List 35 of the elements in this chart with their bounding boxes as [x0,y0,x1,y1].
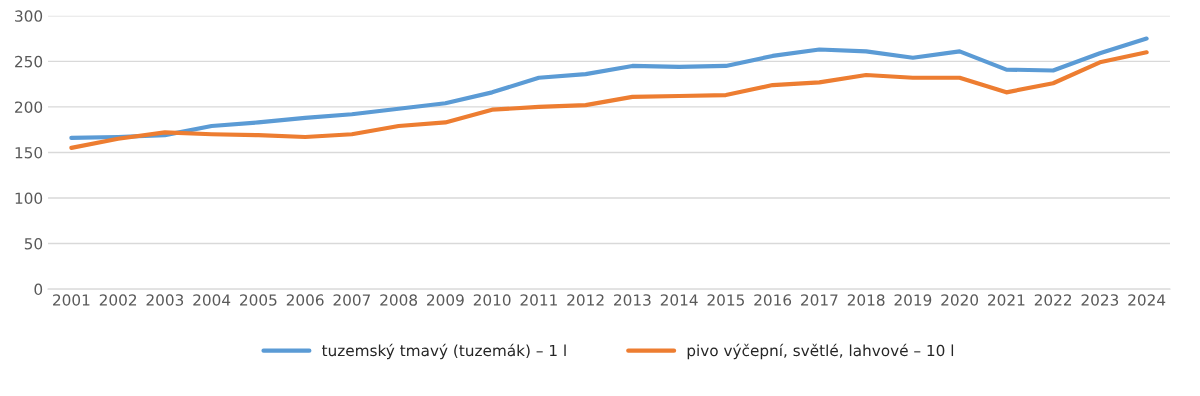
y-tick-label: 100 [15,192,43,205]
legend-label: pivo výčepní, světlé, lahvové – 10 l [687,343,954,360]
x-tick-label: 2020 [941,294,979,306]
x-tick-label: 2006 [286,294,324,306]
y-tick-label: 300 [15,10,43,22]
y-tick-label: 150 [15,146,43,159]
x-tick-label: 2014 [660,294,698,306]
x-tick-label: 2016 [754,294,792,306]
x-tick-label: 2013 [614,294,651,306]
x-tick-label: 2023 [1081,294,1119,306]
x-tick-label: 2004 [193,294,231,306]
y-tick-label: 200 [15,101,43,113]
legend-label: tuzemský tmavý (tuzemák) – 1 l [321,343,566,360]
x-tick-label: 2021 [988,294,1025,306]
x-tick-label: 2010 [473,294,511,306]
x-tick-label: 2011 [520,294,557,306]
x-tick-label: 2019 [894,294,932,306]
y-tick-label: 0 [34,283,43,296]
y-tick-label: 50 [24,238,43,250]
x-tick-label: 2017 [801,294,838,306]
x-tick-label: 2007 [333,294,371,306]
x-tick-label: 2008 [380,294,418,306]
x-tick-label: 2024 [1128,294,1166,306]
line-series [69,50,1149,150]
x-tick-label: 2015 [707,294,744,306]
x-tick-label: 2018 [847,294,885,306]
y-tick-label: 250 [15,55,43,68]
x-tick-label: 2001 [53,294,90,306]
line-series [69,36,1149,140]
x-tick-label: 2022 [1034,294,1072,306]
x-tick-label: 2009 [427,294,464,306]
x-tick-label: 2005 [240,294,277,306]
x-tick-label: 2003 [146,294,184,306]
x-tick-label: 2012 [567,294,604,306]
x-tick-label: 2002 [99,294,137,306]
